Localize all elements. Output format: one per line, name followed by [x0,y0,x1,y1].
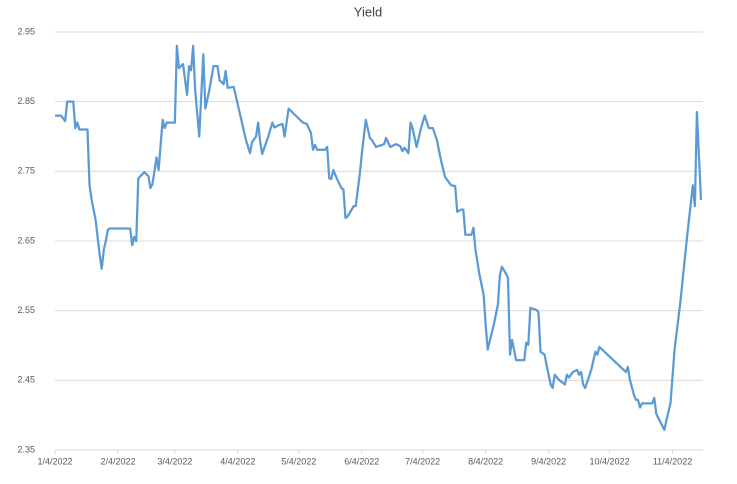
x-tick-label: 10/4/2022 [590,456,630,466]
x-tick-label: 8/4/2022 [468,456,503,466]
x-tick-label: 5/4/2022 [281,456,316,466]
x-tick-label: 1/4/2022 [37,456,72,466]
x-tick-label: 9/4/2022 [531,456,566,466]
x-tick-label: 3/4/2022 [157,456,192,466]
chart-title: Yield [354,4,382,19]
y-tick-label: 2.95 [17,26,35,36]
y-tick-label: 2.45 [17,375,35,385]
y-tick-label: 2.35 [17,444,35,454]
x-tick-label: 11/4/2022 [653,456,692,466]
y-tick-label: 2.55 [17,305,35,315]
y-tick-label: 2.75 [17,166,35,176]
y-tick-label: 2.65 [17,235,35,245]
y-tick-label: 2.85 [17,96,35,106]
x-tick-label: 2/4/2022 [100,456,135,466]
x-tick-label: 6/4/2022 [344,456,379,466]
line-series [55,44,703,431]
x-tick-label: 4/4/2022 [220,456,255,466]
x-tick-label: 7/4/2022 [405,456,440,466]
